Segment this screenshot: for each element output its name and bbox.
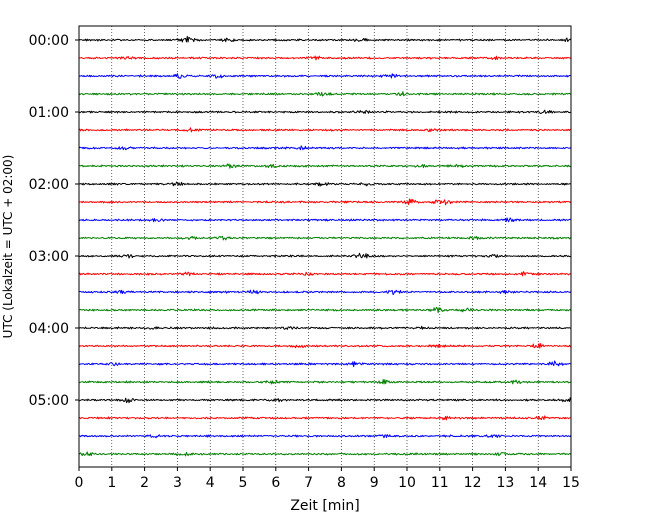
y-tick-label: 04:00 xyxy=(29,321,69,337)
x-tick-label: 7 xyxy=(304,475,313,491)
seismogram-trace xyxy=(78,91,572,97)
x-tick-label: 12 xyxy=(464,475,482,491)
x-tick-label: 5 xyxy=(239,475,248,491)
x-tick-label: 3 xyxy=(173,475,182,491)
seismogram-trace xyxy=(78,109,572,115)
seismogram-trace xyxy=(78,35,572,43)
seismogram-trace xyxy=(78,217,572,223)
seismogram-trace xyxy=(78,343,572,349)
x-axis-label: Zeit [min] xyxy=(290,498,359,514)
seismogram-trace xyxy=(78,306,572,314)
seismogram-trace xyxy=(78,145,572,151)
x-tick-label: 11 xyxy=(431,475,449,491)
seismogram-trace xyxy=(78,163,572,169)
traces xyxy=(78,35,572,457)
x-axis: 0 1 2 3 4 5 6 7 8 9 10 11 12 13 14 15 xyxy=(75,467,580,491)
y-axis-label: UTC (Lokalzeit = UTC + 02:00) xyxy=(1,155,15,339)
x-tick-label: 4 xyxy=(206,475,215,491)
seismogram-trace xyxy=(78,271,572,277)
seismogram-trace xyxy=(78,181,572,187)
seismogram-trace xyxy=(78,397,572,404)
seismogram-trace xyxy=(78,55,572,61)
x-tick-label: 9 xyxy=(370,475,379,491)
seismogram-trace xyxy=(78,235,572,241)
y-axis: 00:00 01:00 02:00 03:00 04:00 05:00 xyxy=(29,33,79,409)
x-tick-label: 0 xyxy=(75,475,84,491)
seismogram-trace xyxy=(78,360,572,368)
seismogram-trace xyxy=(78,252,572,259)
y-tick-label: 00:00 xyxy=(29,33,69,49)
seismogram-trace xyxy=(78,325,572,330)
seismogram-trace xyxy=(78,289,572,296)
x-tick-label: 13 xyxy=(496,475,514,491)
x-tick-label: 10 xyxy=(398,475,416,491)
seismogram-trace xyxy=(78,415,572,421)
seismogram-trace xyxy=(78,73,572,79)
seismogram-trace xyxy=(78,127,572,133)
y-tick-label: 01:00 xyxy=(29,105,69,121)
seismogram-trace xyxy=(78,198,572,206)
x-tick-label: 6 xyxy=(271,475,280,491)
seismogram-trace xyxy=(78,451,572,457)
y-tick-label: 05:00 xyxy=(29,393,69,409)
x-tick-label: 15 xyxy=(562,475,580,491)
x-tick-label: 8 xyxy=(337,475,346,491)
x-tick-label: 1 xyxy=(107,475,116,491)
seismogram-trace xyxy=(78,434,572,439)
plot-frame xyxy=(78,25,572,468)
x-tick-label: 14 xyxy=(529,475,547,491)
y-tick-label: 02:00 xyxy=(29,177,69,193)
y-tick-label: 03:00 xyxy=(29,249,69,265)
seismogram-trace xyxy=(78,379,572,385)
x-tick-label: 2 xyxy=(140,475,149,491)
